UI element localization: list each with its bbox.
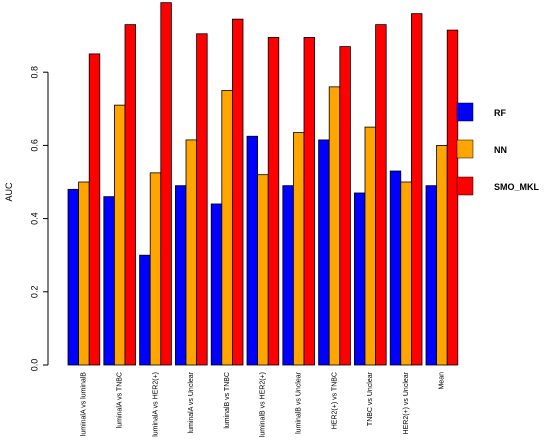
bar-smo-mkl	[410, 13, 423, 366]
bar-rf	[103, 196, 115, 366]
bar-rf	[210, 203, 223, 366]
bar-rf	[174, 185, 187, 366]
x-category-label: luminalB vs Unclear	[296, 371, 303, 434]
bar-smo-mkl	[339, 46, 351, 366]
y-tick-label: 0.8	[29, 66, 39, 79]
x-category-labels: luminalA vs luminalB luminalA vs TNBC lumi…	[81, 371, 446, 437]
bar-rf	[353, 192, 366, 366]
bar-nn	[185, 139, 198, 366]
bar-nn	[221, 90, 233, 366]
bar-nn	[292, 132, 305, 366]
y-tick-label: 0.0	[29, 359, 39, 372]
bar-smo-mkl	[124, 24, 137, 366]
x-category-label: TNBC vs Unclear	[367, 371, 374, 426]
bar-nn	[78, 181, 90, 366]
y-tick-label: 0.4	[29, 212, 39, 225]
bars-group	[67, 2, 459, 366]
x-category-label: HER2(+) vs TNBC	[331, 372, 338, 429]
bar-rf	[139, 254, 151, 366]
x-category-label: luminalA vs Unclear	[188, 371, 195, 433]
bar-smo-mkl	[160, 2, 172, 366]
bar-smo-mkl	[231, 18, 244, 366]
bar-rf	[67, 188, 80, 366]
bar-nn	[400, 181, 412, 366]
bar-rf	[389, 170, 402, 366]
bar-nn	[328, 86, 341, 366]
legend-label: SMO_MKL	[494, 182, 540, 192]
legend: RF NN SMO_MKL	[456, 102, 540, 196]
bar-rf	[425, 185, 438, 366]
y-axis-ticks: 0.0 0.2 0.4 0.6 0.8	[29, 66, 48, 371]
legend-swatch	[456, 139, 474, 159]
bar-smo-mkl	[88, 53, 101, 366]
y-axis-title: AUC	[4, 182, 14, 202]
x-category-label: Mean	[439, 372, 446, 390]
x-category-label: luminalA vs HER2(+)	[152, 372, 159, 437]
x-category-label: luminalB vs TNBC	[224, 372, 231, 429]
x-category-label: luminalB vs HER2(+)	[260, 372, 267, 437]
x-category-label: luminalA vs TNBC	[117, 372, 124, 428]
x-category-label: HER2(+) vs Unclear	[403, 371, 410, 434]
bar-smo-mkl	[267, 37, 280, 366]
bar-rf	[246, 135, 259, 366]
bar-rf	[282, 185, 294, 366]
bar-smo-mkl	[196, 33, 208, 366]
bar-nn	[257, 174, 269, 366]
bar-nn	[114, 104, 126, 366]
legend-swatch	[456, 176, 474, 196]
bar-smo-mkl	[303, 37, 316, 366]
bar-smo-mkl	[446, 29, 459, 366]
legend-swatch	[456, 102, 474, 122]
bar-nn	[149, 172, 162, 366]
bar-smo-mkl	[375, 24, 387, 366]
legend-label: RF	[494, 108, 506, 118]
y-tick-label: 0.6	[29, 139, 39, 152]
bar-nn	[364, 126, 377, 366]
bar-rf	[318, 139, 330, 366]
y-tick-label: 0.2	[29, 286, 39, 299]
legend-label: NN	[494, 145, 507, 155]
x-category-label: luminalA vs luminalB	[81, 372, 88, 437]
bar-nn	[436, 144, 448, 366]
